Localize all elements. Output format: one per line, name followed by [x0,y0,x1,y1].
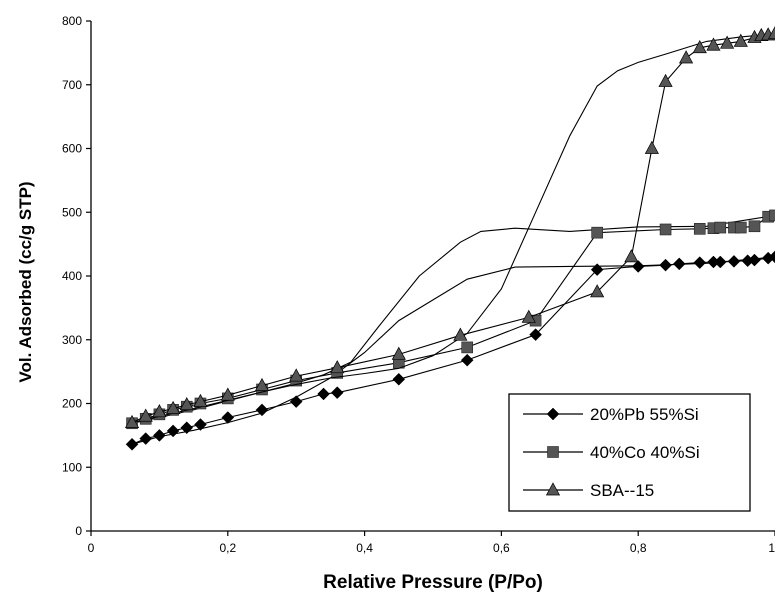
data-point [124,414,140,428]
data-point [733,33,748,47]
data-point [317,387,330,401]
legend-marker [547,446,559,458]
data-point [194,418,207,431]
legend-label: 40%Co 40%Si [590,443,700,462]
data-point [727,254,741,268]
data-point [179,397,194,411]
data-point [693,223,706,235]
data-point [658,73,673,87]
data-point [165,400,181,414]
y-tick-label: 400 [62,269,82,283]
data-point [289,395,303,408]
data-point [672,257,686,271]
data-point [706,37,721,51]
y-tick-label: 600 [62,142,82,156]
data-point [768,250,775,264]
data-point [453,327,468,341]
legend-label: 20%Pb 55%Si [590,405,699,424]
y-tick-labels: 0 100 200 300 400 500 600 700 800 [62,14,82,538]
x-tick-label: 0,6 [493,541,510,555]
data-point [392,372,406,386]
legend-label: SBA--15 [590,481,654,500]
data-point [193,393,208,407]
data-point [461,341,474,354]
y-axis-title: Vol. Adsorbed (cc/g STP) [16,181,35,382]
y-tick-label: 800 [62,14,82,28]
data-point [693,256,707,269]
data-point [769,209,775,222]
x-tick-label: 0,4 [356,541,373,555]
data-point [220,387,235,401]
data-point [590,284,605,298]
data-point [714,221,727,234]
y-tick-label: 100 [62,460,82,474]
data-point [659,258,672,272]
data-point [748,253,761,267]
x-tick-labels: 0 0,2 0,4 0,6 0,8 1 [88,541,775,555]
data-point [289,368,304,382]
data-point [139,432,153,445]
data-point [624,249,639,263]
data-point [529,328,542,342]
data-point [734,221,747,234]
data-point [521,309,536,323]
x-axis-title: Relative Pressure (P/Po) [323,572,543,593]
data-point [221,411,235,424]
legend-marker [546,407,560,421]
x-tick-label: 1 [768,541,775,555]
series-0 [125,250,775,451]
data-point [166,424,180,438]
axes [86,20,775,536]
data-point [180,421,194,435]
data-point [152,404,167,418]
data-point [391,346,406,360]
y-tick-label: 200 [62,397,82,411]
series-2 [124,26,775,428]
data-point [720,35,735,49]
data-point [138,408,153,422]
data-point [767,26,775,40]
data-point [125,437,139,451]
data-point [153,429,166,442]
data-point [254,377,270,391]
y-tick-label: 500 [62,205,82,219]
data-point [330,360,345,374]
series-layer [124,26,775,451]
data-point [692,40,707,54]
x-tick-label: 0,8 [630,541,647,555]
data-point [678,50,694,64]
data-point [255,403,269,417]
data-point [631,260,645,273]
legend: 20%Pb 55%Si 40%Co 40%Si SBA--15 [508,393,751,512]
data-point [590,263,604,276]
legend-marker [545,482,561,496]
data-point [713,255,727,269]
data-point [591,226,603,239]
data-point [748,220,761,233]
x-tick-label: 0,2 [219,541,236,555]
data-point [330,386,344,400]
series-desorption-line [131,256,775,445]
y-tick-label: 300 [62,333,82,347]
data-point [460,353,474,367]
data-point [644,140,659,154]
x-tick-label: 0 [88,541,95,555]
y-tick-label: 700 [62,78,82,92]
y-tick-label: 0 [75,524,82,538]
data-point [659,223,672,236]
